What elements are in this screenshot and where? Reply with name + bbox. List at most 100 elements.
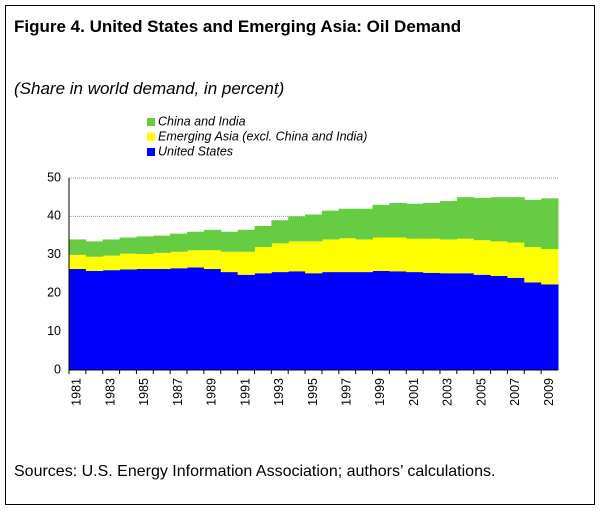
chart: 0 10 20 30 40 50 1981 1983 1985 1987 1989 1991 1993 1… [47,114,559,406]
frame [5,5,595,505]
area-segment [170,268,188,370]
area-segment [524,247,542,283]
area-segment [187,267,205,370]
area-segment [85,256,104,271]
area-segment [288,271,306,370]
area-segment [423,238,441,273]
area-segment [321,239,340,273]
area-segment [524,199,542,248]
area-segment [305,214,323,242]
y-tick-label: 40 [47,209,61,223]
area-segment [153,235,171,253]
legend-swatch [147,148,155,156]
area-segment [406,203,424,239]
area-segment [153,252,171,270]
area-segment [170,233,188,252]
area-segment [220,251,239,273]
legend-swatch [147,118,155,126]
area-segment [406,272,424,370]
area-segment [220,231,239,252]
area-segment [271,272,289,370]
area-segment [203,269,222,370]
area-segment [439,239,458,274]
x-tick-label: 1997 [340,378,354,406]
y-tick-label: 20 [47,285,61,299]
area-segment [456,238,475,274]
legend-swatch [147,133,155,141]
area-segment [203,250,222,270]
area-segment [507,242,525,278]
area-segment [355,208,374,240]
area-segment [490,197,508,242]
area-segment [254,273,272,370]
area-segment [305,273,323,370]
x-tick-label: 1999 [373,378,387,406]
area-segment [439,201,458,240]
area-segment [153,269,171,370]
x-tick-label: 1995 [306,378,320,406]
area-segment [305,241,323,274]
area-segment [541,249,559,285]
y-tick-label: 10 [47,324,61,338]
area-segment [338,238,357,273]
area-segment [69,269,87,370]
x-tick-label: 1985 [137,378,151,406]
area-segment [439,273,458,370]
legend-label: United States [158,144,233,158]
area-segment [490,241,508,276]
area-segment [372,237,390,271]
legend-label: China and India [158,114,246,128]
area-segment [85,241,104,257]
chart-subtitle: (Share in world demand, in percent) [14,79,285,98]
area-segment [541,198,559,250]
area-segment [237,274,255,370]
area-segment [119,253,137,270]
area-segment [406,238,424,273]
area-segment [254,247,272,274]
legend-label: Emerging Asia (excl. China and India) [158,129,367,143]
area-segment [372,270,390,370]
area-segment [288,241,306,272]
area-segment [389,271,407,370]
area-segment [473,197,492,241]
area-segment [69,254,87,270]
area-segment [119,237,137,254]
area-segment [423,202,441,239]
area-segment [288,216,306,242]
area-segment [69,239,87,255]
area-segment [85,270,104,370]
x-tick-label: 2001 [407,378,421,406]
area-segment [136,236,154,255]
area-segment [220,272,239,370]
area-segment [102,255,121,271]
area-segment [254,226,272,248]
area-segment [203,229,222,251]
x-tick-label: 2007 [508,378,522,406]
area-segment [372,204,390,238]
area-segment [187,250,205,268]
area-segment [473,274,492,370]
area-segment [321,210,340,240]
area-segment [136,254,154,270]
x-tick-label: 1987 [171,378,185,406]
area-segment [187,231,205,251]
area-segment [389,237,407,272]
area-segment [355,239,374,273]
area-segment [507,277,525,370]
area-segment [102,270,121,370]
x-tick-label: 2003 [441,378,455,406]
area-segment [321,272,340,370]
x-tick-label: 2005 [474,378,488,406]
area-segment [524,282,542,370]
area-segment [170,251,188,269]
area-segment [136,269,154,370]
area-segment [423,272,441,370]
area-segment [389,202,407,238]
y-tick-label: 50 [47,170,61,184]
area-segment [490,275,508,370]
area-segment [456,273,475,370]
chart-title: Figure 4. United States and Emerging Asi… [14,17,462,36]
x-tick-label: 1983 [103,378,117,406]
area-segment [237,251,255,275]
